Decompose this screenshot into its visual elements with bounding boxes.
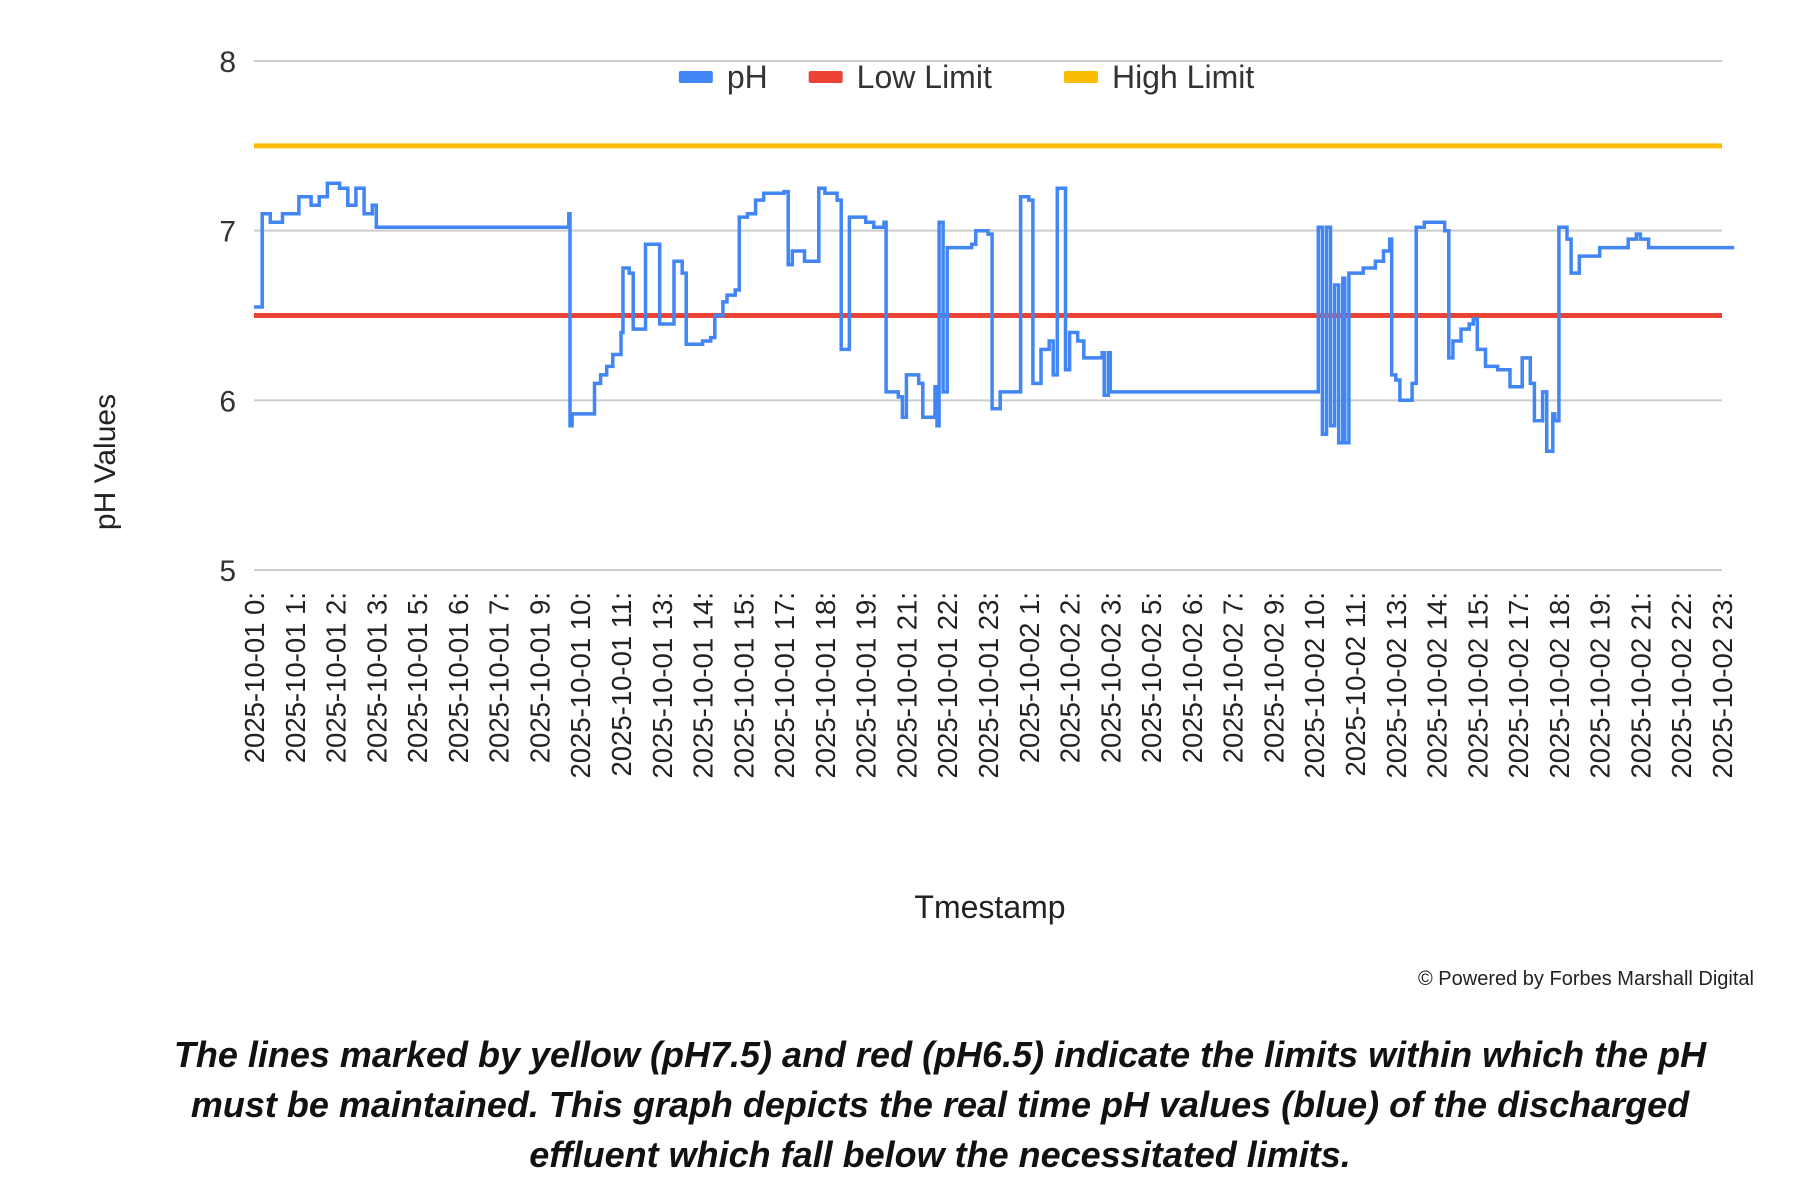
legend-label-high-limit: High Limit <box>1112 59 1254 95</box>
x-tick-label: 2025-10-02 17: <box>1503 592 1534 779</box>
x-tick-label: 2025-10-02 14: <box>1422 592 1453 779</box>
x-tick-label: 2025-10-02 13: <box>1381 592 1412 779</box>
x-tick-label: 2025-10-01 21: <box>891 592 922 779</box>
y-tick-label: 6 <box>219 385 236 418</box>
y-tick-label: 7 <box>219 216 236 249</box>
legend-swatch-ph <box>678 71 713 83</box>
y-tick-label: 8 <box>219 46 236 79</box>
x-tick-label: 2025-10-01 1: <box>280 592 311 763</box>
x-tick-label: 2025-10-02 3: <box>1095 592 1126 763</box>
y-tick-label: 5 <box>219 555 236 588</box>
x-tick-label: 2025-10-02 2: <box>1055 592 1086 763</box>
x-tick-label: 2025-10-02 22: <box>1666 592 1697 779</box>
x-tick-label: 2025-10-02 7: <box>1218 592 1249 763</box>
x-tick-label: 2025-10-02 9: <box>1258 592 1289 763</box>
x-tick-label: 2025-10-01 0: <box>239 592 270 763</box>
x-tick-labels: 2025-10-01 0: 2025-10-01 1: 2025-10-01 2: 2… <box>239 592 1738 779</box>
x-tick-label: 2025-10-01 17: <box>769 592 800 779</box>
x-tick-label: 2025-10-01 13: <box>647 592 678 779</box>
x-tick-label: 2025-10-01 18: <box>810 592 841 779</box>
x-tick-label: 2025-10-01 22: <box>932 592 963 779</box>
ph-series-line <box>254 181 1735 453</box>
x-tick-label: 2025-10-02 23: <box>1707 592 1738 779</box>
x-tick-label: 2025-10-01 7: <box>484 592 515 763</box>
x-tick-label: 2025-10-01 15: <box>728 592 759 779</box>
x-tick-label: 2025-10-01 14: <box>688 592 719 779</box>
figure-caption: The lines marked by yellow (pH7.5) and r… <box>173 1034 1707 1175</box>
legend: pH Low Limit High Limit <box>678 59 1254 95</box>
legend-label-low-limit: Low Limit <box>857 59 992 95</box>
x-tick-label: 2025-10-02 1: <box>1014 592 1045 763</box>
x-tick-label: 2025-10-02 19: <box>1585 592 1616 779</box>
limit-lines <box>254 143 1722 318</box>
x-tick-label: 2025-10-01 3: <box>361 592 392 763</box>
legend-swatch-low-limit <box>808 71 843 83</box>
x-tick-label: 2025-10-01 11: <box>606 592 637 777</box>
x-tick-label: 2025-10-01 19: <box>851 592 882 779</box>
y-tick-labels: 5 6 7 8 <box>219 46 236 588</box>
x-tick-label: 2025-10-01 23: <box>973 592 1004 779</box>
legend-label-ph: pH <box>727 59 768 95</box>
x-tick-label: 2025-10-02 6: <box>1177 592 1208 763</box>
x-tick-label: 2025-10-02 15: <box>1462 592 1493 779</box>
legend-swatch-high-limit <box>1063 71 1098 83</box>
x-tick-label: 2025-10-01 6: <box>443 592 474 763</box>
x-tick-label: 2025-10-01 10: <box>565 592 596 779</box>
y-axis-label: pH Values <box>89 394 122 530</box>
x-tick-label: 2025-10-01 9: <box>524 592 555 763</box>
x-tick-label: 2025-10-01 5: <box>402 592 433 763</box>
x-tick-label: 2025-10-02 5: <box>1136 592 1167 763</box>
x-tick-label: 2025-10-02 10: <box>1299 592 1330 779</box>
x-tick-label: 2025-10-02 18: <box>1544 592 1575 779</box>
x-tick-label: 2025-10-02 21: <box>1625 592 1656 779</box>
x-tick-label: 2025-10-02 11: <box>1340 592 1371 777</box>
x-tick-label: 2025-10-01 2: <box>321 592 352 763</box>
powered-by-credit: © Powered by Forbes Marshall Digital <box>1418 968 1754 990</box>
series-lines <box>254 181 1735 453</box>
x-axis-label: Tmestamp <box>914 889 1065 925</box>
